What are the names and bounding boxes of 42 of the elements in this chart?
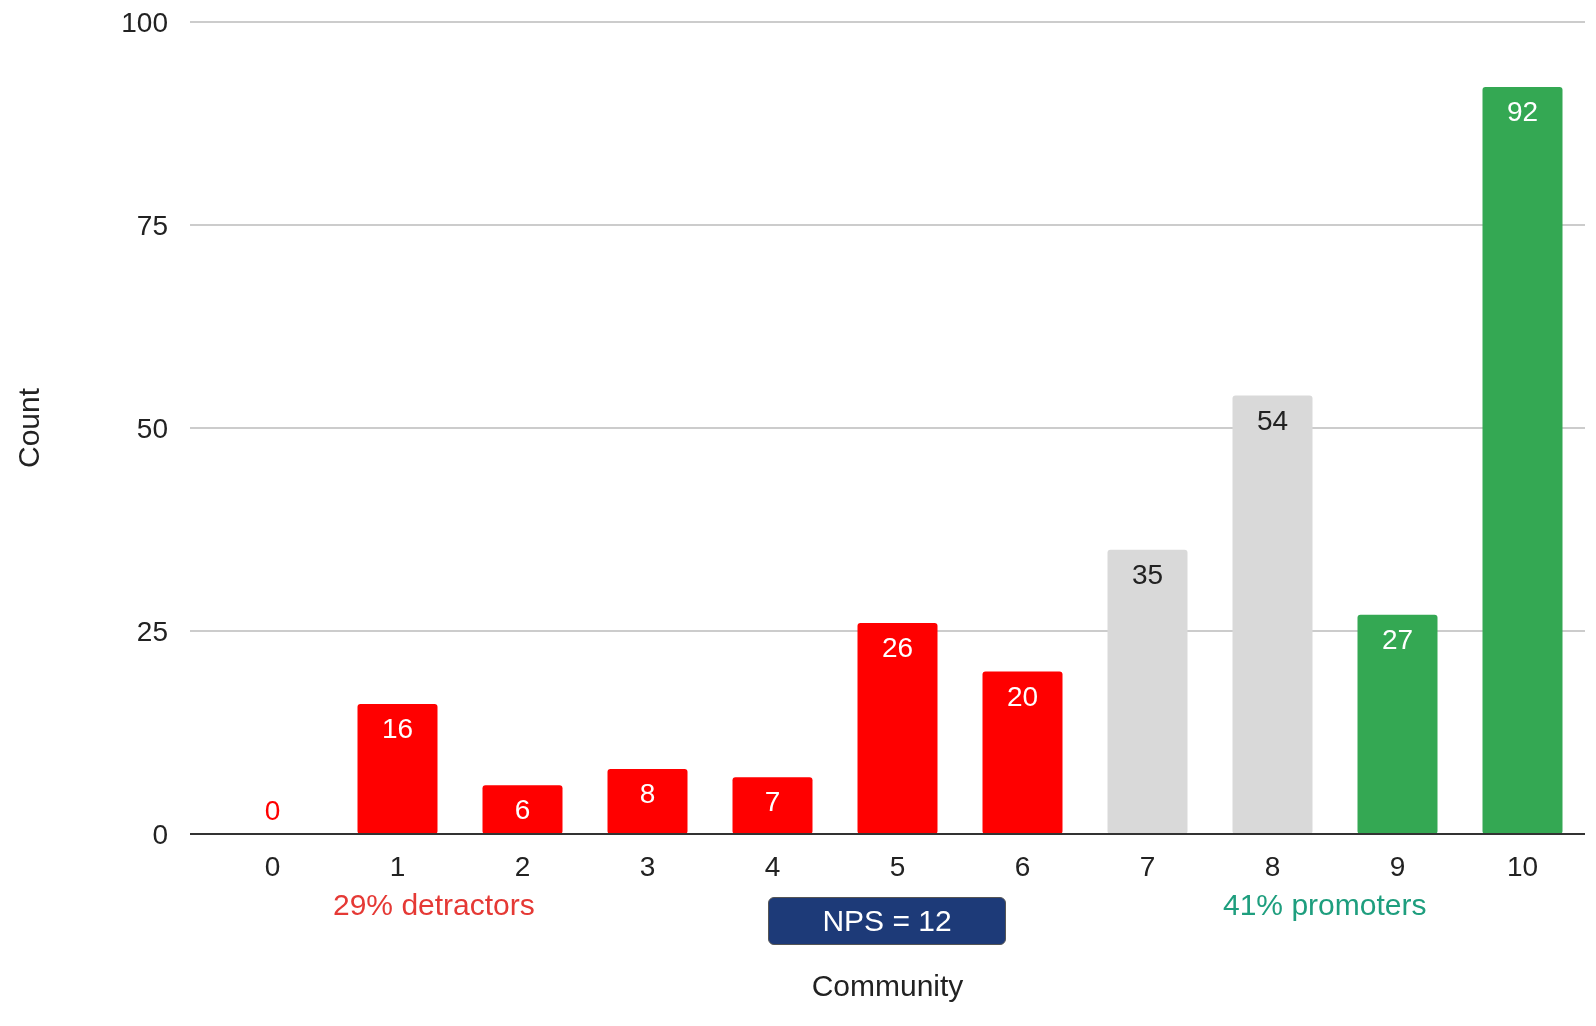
x-tick-label: 5	[889, 850, 906, 882]
data-label: 92	[1506, 95, 1539, 127]
y-tick-label: 0	[152, 818, 168, 850]
bar	[607, 769, 688, 834]
data-label: 8	[639, 778, 656, 810]
bar	[1107, 549, 1188, 834]
data-label: 54	[1256, 404, 1289, 436]
data-label: 27	[1381, 623, 1414, 655]
y-tick-label: 50	[136, 412, 168, 444]
bar	[357, 704, 438, 834]
data-label: 0	[264, 795, 281, 826]
data-label: 20	[1006, 680, 1039, 712]
text: 29% detractors	[333, 888, 535, 922]
data-label: 7	[764, 786, 781, 818]
x-tick-label: 8	[1264, 850, 1281, 882]
x-tick-label: 0	[264, 850, 281, 882]
y-tick-label: 100	[121, 6, 168, 38]
text: NPS = 12	[768, 897, 1006, 945]
data-label: 35	[1131, 558, 1164, 590]
data-label: 16	[381, 713, 414, 745]
x-tick-label: 6	[1014, 850, 1031, 882]
x-tick-label: 7	[1139, 850, 1156, 882]
bar	[1357, 614, 1438, 834]
x-tick-label: 10	[1506, 850, 1539, 882]
bar	[482, 785, 563, 834]
y-axis-title: Count	[11, 387, 45, 469]
x-tick-label: 4	[764, 850, 781, 882]
y-tick-label: 25	[136, 615, 168, 647]
bar	[982, 671, 1063, 834]
bar	[1482, 86, 1563, 834]
x-tick-label: 2	[514, 850, 531, 882]
x-tick-label: 9	[1389, 850, 1406, 882]
bar	[732, 777, 813, 834]
y-tick-label: 75	[136, 209, 168, 241]
x-axis-title: Community	[811, 969, 964, 1002]
text: 41% promoters	[1223, 888, 1427, 922]
data-label: 26	[881, 631, 914, 663]
data-label: 6	[514, 794, 531, 826]
x-tick-label: 3	[639, 850, 656, 882]
bar	[1232, 395, 1313, 834]
bar	[857, 622, 938, 834]
x-tick-label: 1	[389, 850, 406, 882]
